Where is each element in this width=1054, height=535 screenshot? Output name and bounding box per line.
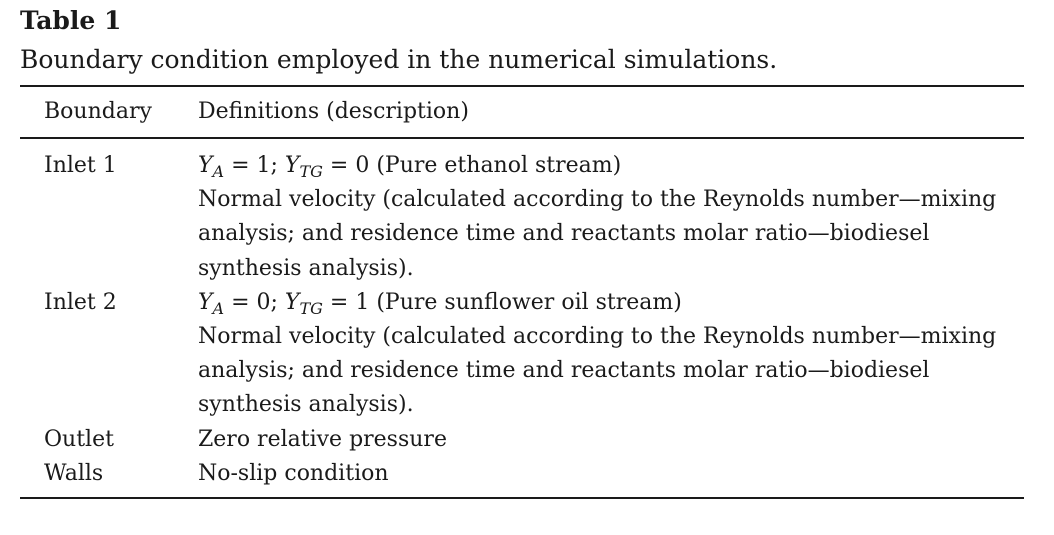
formula-var: Y: [198, 153, 213, 178]
table-label: Table 1: [20, 6, 122, 35]
header-rule: [20, 137, 1024, 139]
definition-line: synthesis analysis).: [198, 392, 414, 418]
formula-description: (Pure ethanol stream): [376, 153, 622, 178]
boundary-cell: Inlet 1: [44, 153, 117, 178]
definition-line: No-slip condition: [198, 460, 389, 486]
formula-op: = 1;: [224, 153, 285, 178]
header-boundary: Boundary: [44, 99, 152, 124]
bottom-rule: [20, 497, 1024, 499]
table-row: Inlet 1 YA = 1; YTG = 0 (Pure ethanol st…: [20, 149, 1024, 286]
formula-op: = 0: [322, 153, 377, 178]
definition-line: synthesis analysis).: [198, 255, 414, 281]
formula-line: YA = 1; YTG = 0 (Pure ethanol stream): [198, 149, 1024, 183]
definition-cell: YA = 0; YTG = 1 (Pure sunflower oil stre…: [174, 286, 1024, 423]
formula-var: Y: [284, 289, 300, 315]
formula-subscript: A: [212, 162, 225, 181]
definition-cell: Zero relative pressure: [174, 423, 1024, 457]
table-row: Inlet 2 YA = 0; YTG = 1 (Pure sunflower …: [20, 286, 1024, 423]
top-rule: [20, 85, 1024, 87]
formula-description: (Pure sunflower oil stream): [376, 289, 682, 315]
formula-var: Y: [284, 153, 300, 178]
formula-op: = 0;: [224, 289, 285, 315]
boundary-cell: Walls: [44, 460, 104, 486]
definition-cell: YA = 1; YTG = 0 (Pure ethanol stream) No…: [174, 149, 1024, 286]
formula-var: Y: [198, 289, 213, 315]
definition-line: analysis; and residence time and reactan…: [198, 358, 930, 384]
formula-line: YA = 0; YTG = 1 (Pure sunflower oil stre…: [198, 286, 1024, 320]
definition-line: analysis; and residence time and reactan…: [198, 221, 930, 247]
definition-line: Zero relative pressure: [198, 426, 447, 452]
definition-cell: No-slip condition: [174, 457, 1024, 491]
table-row: Outlet Zero relative pressure: [20, 423, 1024, 457]
formula-op: = 1: [322, 289, 377, 315]
definition-line: Normal velocity (calculated according to…: [198, 187, 997, 213]
boundary-cell: Inlet 2: [44, 289, 117, 315]
boundary-cell: Outlet: [44, 426, 114, 452]
table-row: Walls No-slip condition: [20, 457, 1024, 491]
formula-subscript: TG: [299, 298, 323, 318]
table-body: Inlet 1 YA = 1; YTG = 0 (Pure ethanol st…: [20, 149, 1024, 491]
formula-subscript: A: [212, 298, 225, 318]
header-definitions: Definitions (description): [198, 99, 469, 124]
table-caption: Boundary condition employed in the numer…: [20, 45, 778, 74]
definition-line: Normal velocity (calculated according to…: [198, 324, 997, 350]
formula-subscript: TG: [299, 162, 323, 181]
